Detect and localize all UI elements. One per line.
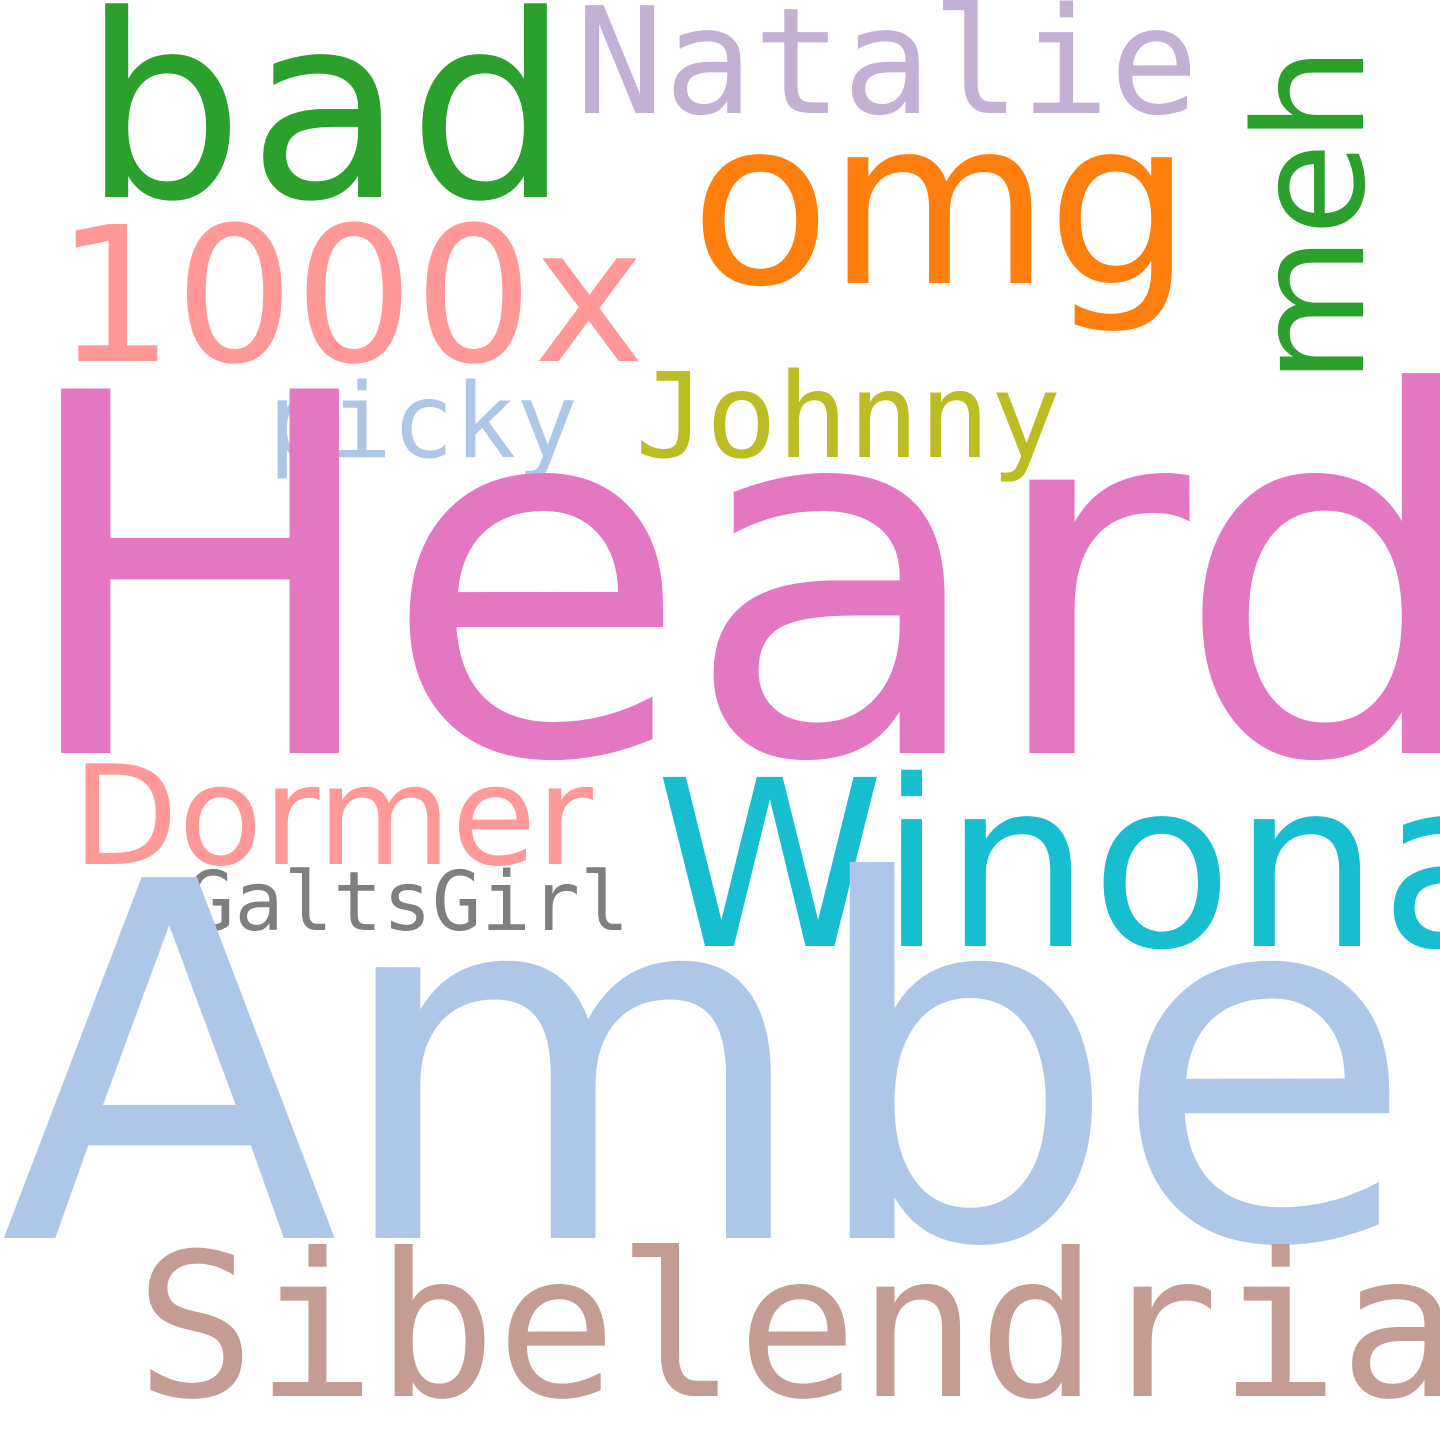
word-heard: Heard [12, 289, 1440, 871]
word-bad: bad [82, 0, 574, 258]
word-sibelendria: Sibelendria [135, 1211, 1440, 1440]
word-dormer: Dormer [72, 736, 594, 897]
word-winona: Winona [655, 731, 1440, 1001]
word-1000x: 1000x [55, 187, 645, 406]
word-picky: picky [268, 362, 579, 482]
word-johnny: Johnny [635, 347, 1062, 485]
word-galtsgirl: GaltsGirl [185, 855, 630, 950]
word-omg: omg [690, 71, 1193, 338]
word-natalie: Natalie [575, 0, 1199, 148]
word-amber: Amber [0, 779, 1440, 1355]
